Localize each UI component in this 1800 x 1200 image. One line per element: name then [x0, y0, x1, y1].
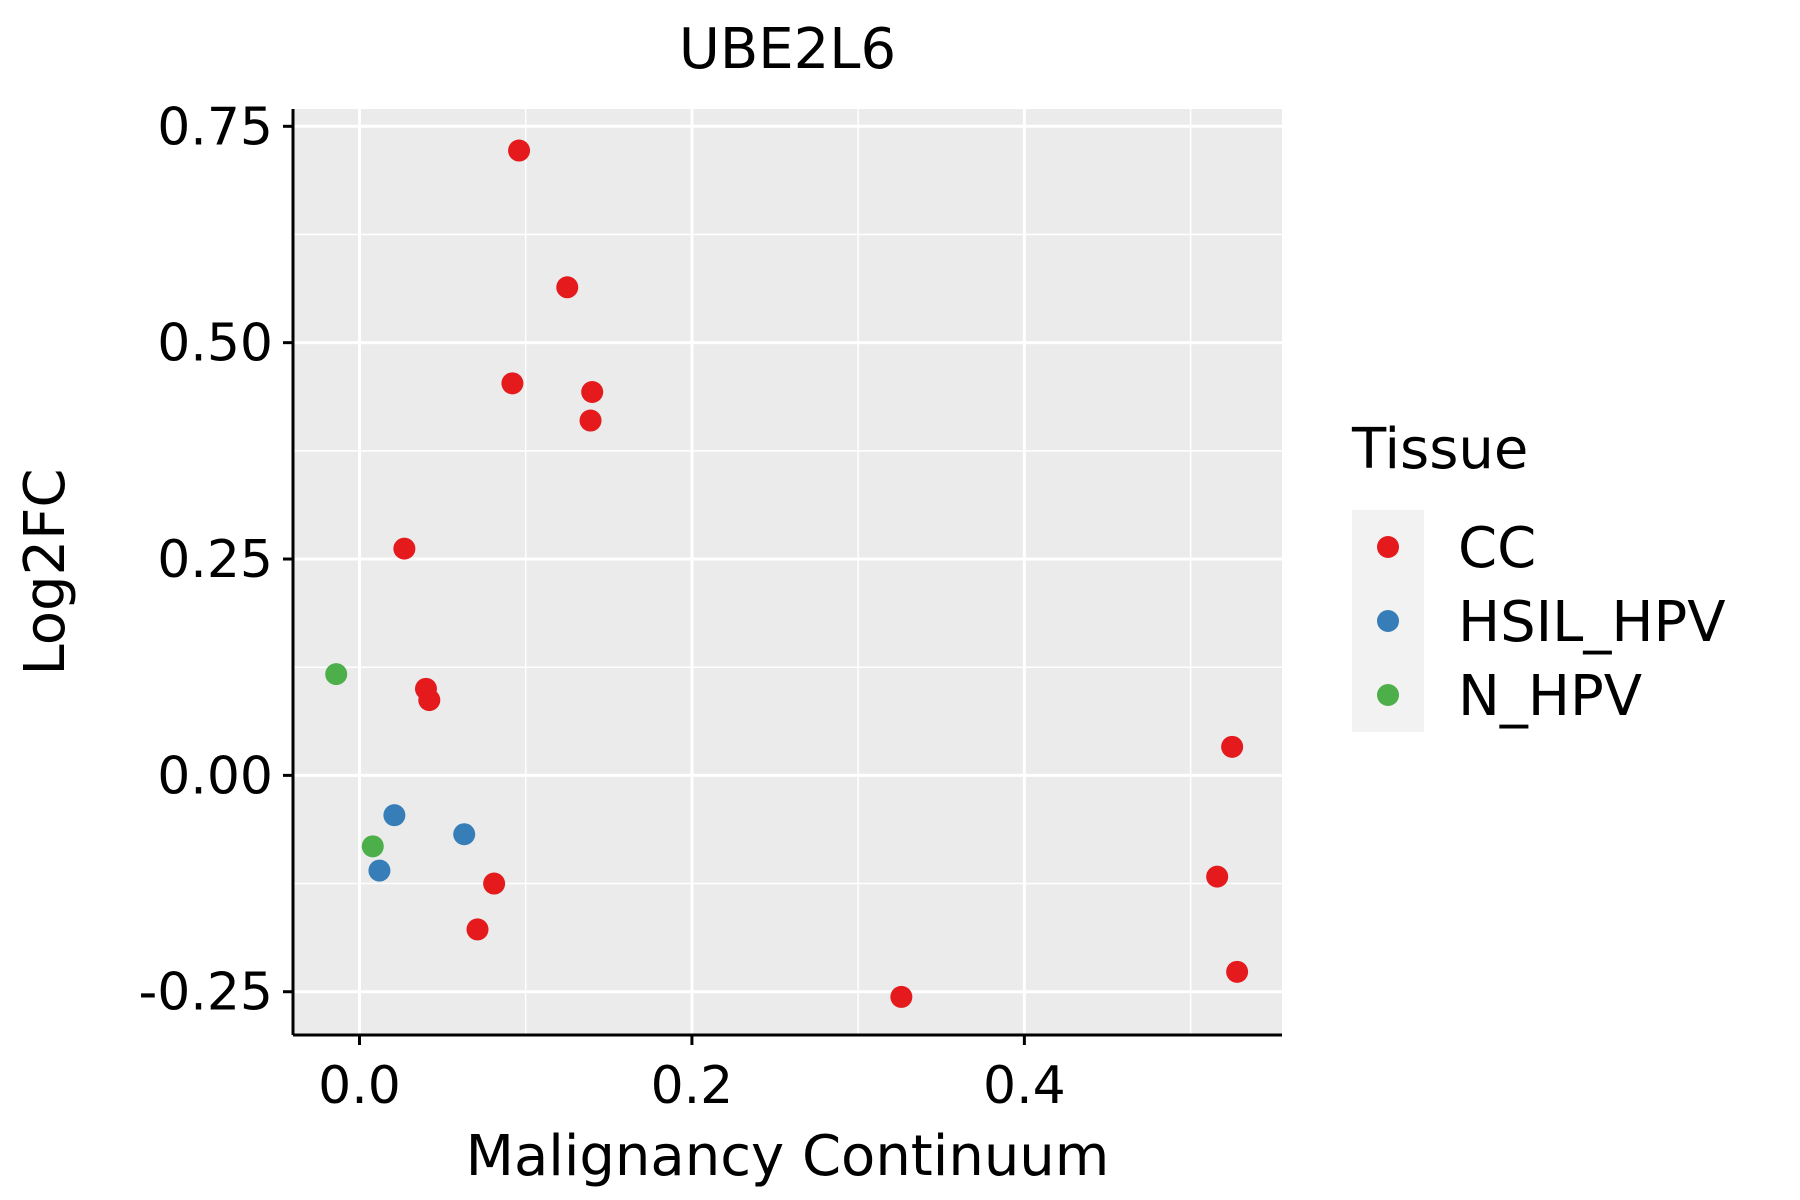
legend-items: CC HSIL_HPV N_HPV: [1377, 516, 1726, 729]
legend-key-hsil-hpv: [1377, 610, 1399, 632]
axes: [283, 109, 1282, 1045]
legend-key-cc: [1377, 536, 1399, 558]
x-tick-label: 0.0: [318, 1056, 401, 1116]
chart-title: UBE2L6: [679, 17, 896, 82]
y-tick-labels: -0.25 0.00 0.25 0.50 0.75: [138, 97, 273, 1022]
point-n-hpv: [361, 835, 384, 858]
y-tick-label: 0.00: [157, 746, 273, 806]
point-hsil-hpv: [368, 859, 391, 882]
point-cc: [1221, 735, 1244, 758]
point-hsil-hpv: [383, 804, 406, 827]
plot-panel: [293, 109, 1282, 1035]
x-tick-labels: 0.0 0.2 0.4: [318, 1056, 1066, 1116]
x-tick-label: 0.4: [983, 1056, 1066, 1116]
data-points: [325, 139, 1249, 1008]
minor-gridlines: [293, 109, 1282, 1035]
x-axis-title: Malignancy Continuum: [466, 1124, 1110, 1189]
point-n-hpv: [325, 663, 348, 686]
y-tick-label: -0.25: [138, 963, 273, 1023]
point-cc: [581, 380, 604, 403]
point-cc: [1226, 960, 1249, 983]
point-cc: [579, 409, 602, 432]
legend-title: Tissue: [1351, 417, 1528, 482]
point-cc: [418, 689, 441, 712]
point-cc: [1206, 865, 1229, 888]
point-cc: [890, 985, 913, 1008]
point-cc: [501, 372, 524, 395]
major-gridlines: [293, 109, 1282, 1035]
legend: Tissue CC HSIL_HPV N_HPV: [1351, 417, 1726, 732]
legend-label: N_HPV: [1458, 664, 1642, 729]
point-hsil-hpv: [453, 823, 476, 846]
legend-label: HSIL_HPV: [1458, 590, 1726, 655]
point-cc: [483, 872, 506, 895]
point-cc: [508, 139, 531, 162]
point-cc: [466, 918, 489, 941]
y-tick-label: 0.50: [157, 314, 273, 374]
x-tick-label: 0.2: [651, 1056, 734, 1116]
point-cc: [556, 276, 579, 299]
y-axis-title: Log2FC: [13, 469, 78, 676]
point-cc: [393, 537, 416, 560]
y-tick-label: 0.75: [157, 97, 273, 157]
legend-label: CC: [1458, 516, 1536, 581]
legend-key-n-hpv: [1377, 684, 1399, 706]
y-tick-label: 0.25: [157, 530, 273, 590]
